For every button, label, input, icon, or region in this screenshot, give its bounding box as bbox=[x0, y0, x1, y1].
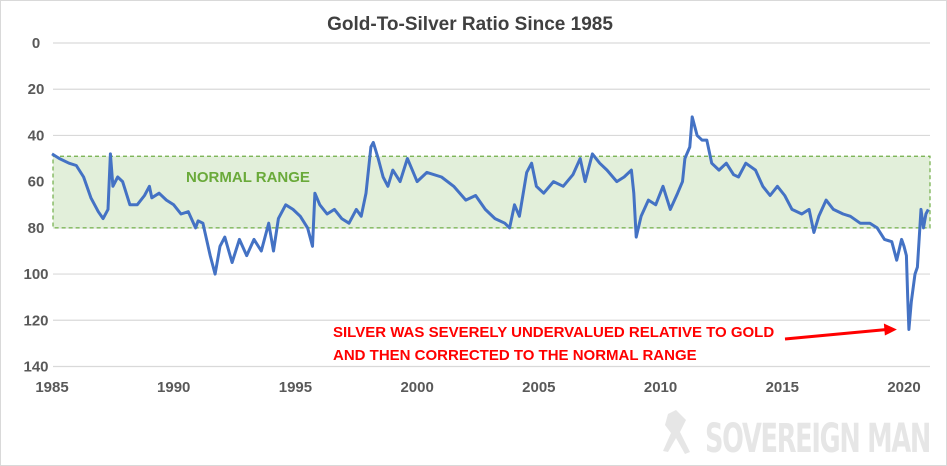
watermark-logo: SOVEREIGN MAN bbox=[663, 410, 932, 462]
chart-title: Gold-To-Silver Ratio Since 1985 bbox=[327, 14, 613, 35]
x-tick-label: 1985 bbox=[35, 379, 68, 396]
y-tick-label: 100 bbox=[23, 266, 48, 283]
normal-range-label: NORMAL RANGE bbox=[186, 169, 310, 186]
y-tick-label: 80 bbox=[28, 220, 45, 237]
y-tick-label: 60 bbox=[28, 174, 45, 191]
watermark-text: SOVEREIGN MAN bbox=[705, 416, 930, 462]
x-tick-label: 2000 bbox=[400, 379, 433, 396]
annotation-line-1: SILVER WAS SEVERELY UNDERVALUED RELATIVE… bbox=[333, 324, 774, 341]
series-line bbox=[51, 115, 930, 331]
x-tick-label: 2010 bbox=[644, 379, 677, 396]
x-tick-label: 1990 bbox=[157, 379, 190, 396]
arrow-shaft bbox=[784, 328, 888, 341]
y-tick-label: 140 bbox=[23, 359, 48, 376]
y-tick-label: 40 bbox=[28, 127, 45, 144]
x-tick-label: 2020 bbox=[887, 379, 920, 396]
x-tick-label: 1995 bbox=[279, 379, 312, 396]
x-tick-label: 2015 bbox=[766, 379, 799, 396]
annotation-arrow bbox=[784, 323, 897, 341]
runner-icon bbox=[663, 410, 690, 454]
x-tick-label: 2005 bbox=[522, 379, 555, 396]
y-tick-label: 120 bbox=[23, 312, 48, 329]
y-tick-label: 20 bbox=[28, 81, 45, 98]
y-tick-label: 0 bbox=[32, 35, 40, 52]
annotation-line-2: AND THEN CORRECTED TO THE NORMAL RANGE bbox=[333, 347, 697, 364]
arrow-head bbox=[883, 323, 897, 336]
